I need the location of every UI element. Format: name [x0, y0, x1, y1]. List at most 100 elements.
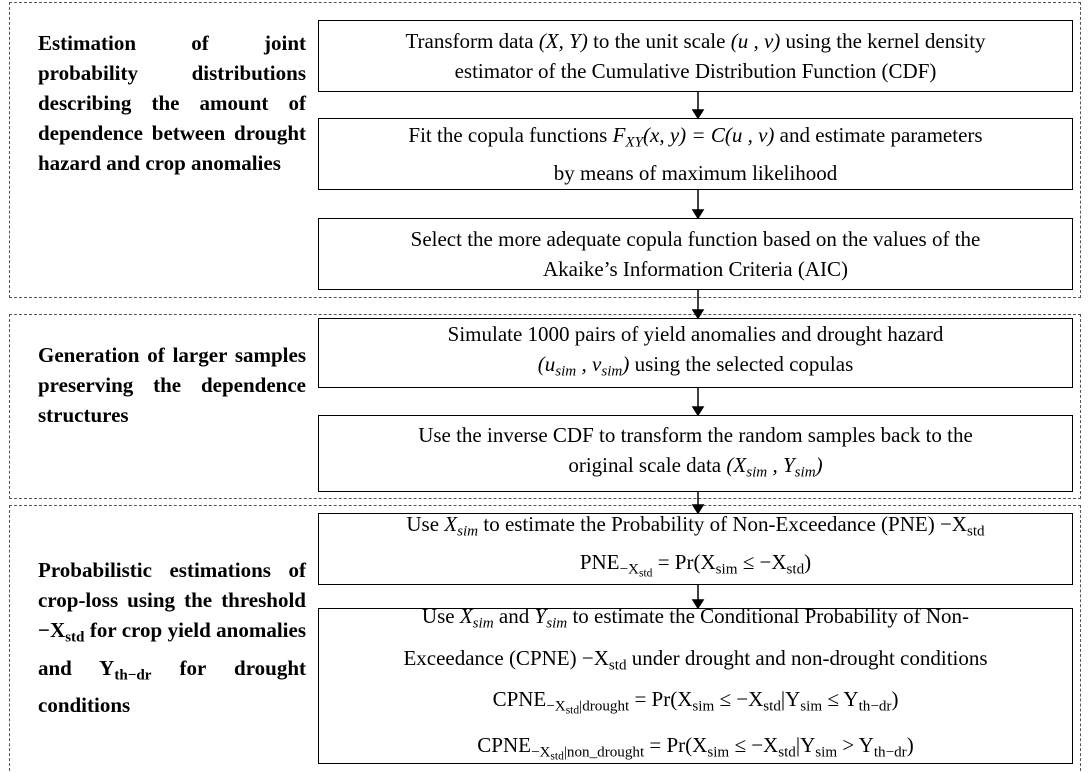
text-run: )	[804, 550, 812, 575]
text-run: std	[65, 629, 85, 646]
step-line: PNE−Xstd = Pr(Xsim ≤ −Xstd)	[580, 547, 811, 589]
text-run: th−dr	[858, 698, 892, 715]
text-run: )	[906, 732, 914, 757]
text-run: sim	[457, 524, 479, 541]
text-run: )	[891, 687, 899, 712]
text-run: )	[622, 352, 630, 377]
step-box: Transform data (X, Y) to the unit scale …	[318, 20, 1073, 92]
text-run: and estimate parameters	[774, 123, 983, 148]
step-box: Use Xsim and Ysim to estimate the Condit…	[318, 604, 1073, 764]
text-run: ≤ −X	[737, 550, 787, 575]
text-run: std	[778, 744, 796, 761]
section-label: Probabilistic estimations of crop-loss u…	[38, 555, 306, 720]
text-run: to estimate the Conditional Probability …	[567, 603, 970, 628]
text-run: ≤ Y	[822, 687, 859, 712]
text-run: Estimation of joint probability distribu…	[38, 31, 306, 175]
section-frame	[9, 2, 1081, 298]
text-run: sim	[546, 615, 568, 632]
step-line: Select the more adequate copula function…	[411, 224, 981, 254]
text-run: Use	[406, 512, 445, 537]
text-run: −X	[530, 744, 551, 761]
text-run: for drought conditions	[38, 655, 306, 718]
text-run: |non_drought	[563, 744, 645, 761]
text-run: (x, y) = C(u , v)	[643, 123, 775, 148]
step-line: Exceedance (CPNE) −Xstd under drought an…	[403, 641, 987, 683]
text-run: (X	[726, 452, 747, 477]
text-run: ≤ −X	[714, 687, 764, 712]
text-run: (X, Y)	[538, 29, 588, 53]
arrow-head	[691, 504, 705, 515]
section-label: Estimation of joint probability distribu…	[38, 28, 306, 178]
text-run: sim	[815, 744, 838, 761]
text-run: (u , v)	[730, 29, 781, 53]
text-run: using the selected copulas	[629, 352, 854, 377]
text-run: XY	[625, 134, 644, 151]
arrow-head	[691, 309, 705, 320]
text-run: sim	[692, 698, 715, 715]
text-run: |Y	[795, 732, 816, 757]
step-line: by means of maximum likelihood	[554, 158, 837, 188]
text-run: , Y	[767, 452, 795, 477]
text-run: Select the more adequate copula function…	[410, 227, 981, 251]
step-line: Simulate 1000 pairs of yield anomalies a…	[448, 319, 944, 349]
text-run: sim	[715, 561, 738, 578]
text-run: Simulate 1000 pairs of yield anomalies a…	[447, 322, 944, 347]
text-run: PNE	[579, 550, 620, 575]
step-line: CPNE−Xstd|non_drought = Pr(Xsim ≤ −Xstd|…	[477, 728, 913, 773]
text-run: sim	[472, 615, 494, 632]
text-run: CPNE	[477, 732, 531, 757]
text-run: −X	[619, 561, 639, 578]
text-run: under drought and non-drought conditions	[626, 645, 988, 670]
arrow-head	[691, 599, 705, 610]
text-run: Transform data	[405, 29, 539, 53]
text-run: th−dr	[114, 667, 152, 684]
text-run: X	[459, 603, 473, 628]
step-line: estimator of the Cumulative Distribution…	[455, 56, 937, 86]
step-line: Use the inverse CDF to transform the ran…	[418, 420, 973, 450]
text-run: for crop yield anomalies and Y	[38, 618, 306, 680]
text-run: sim	[601, 363, 623, 380]
step-box: Fit the copula functions FXY(x, y) = C(u…	[318, 118, 1073, 190]
text-run: > Y	[837, 732, 874, 757]
text-run: |drought	[579, 698, 630, 715]
text-run: std	[763, 698, 781, 715]
step-box: Simulate 1000 pairs of yield anomalies a…	[318, 318, 1073, 388]
text-run: Probabilistic estimations of crop-loss u…	[38, 558, 306, 642]
text-run: (u	[537, 352, 556, 377]
text-run: = Pr(X	[652, 550, 716, 575]
text-run: )	[815, 452, 823, 477]
step-line: (usim , vsim) using the selected copulas	[538, 349, 854, 387]
arrow-head	[691, 209, 705, 220]
text-run: std	[638, 567, 653, 580]
text-run: std	[608, 657, 627, 674]
text-run: std	[565, 704, 580, 717]
step-line: Akaike’s Information Criteria (AIC)	[543, 254, 848, 284]
step-box: Use Xsim to estimate the Probability of …	[318, 512, 1073, 585]
text-run: , v	[576, 352, 602, 377]
text-run: |Y	[780, 687, 801, 712]
step-box: Use the inverse CDF to transform the ran…	[318, 415, 1073, 492]
step-box: Select the more adequate copula function…	[318, 218, 1073, 290]
step-line: CPNE−Xstd|drought = Pr(Xsim ≤ −Xstd|Ysim…	[493, 682, 899, 728]
step-line: Fit the copula functions FXY(x, y) = C(u…	[408, 120, 982, 158]
text-run: Y	[534, 603, 547, 628]
text-run: sim	[746, 464, 768, 481]
text-run: th−dr	[873, 744, 907, 761]
text-run: to estimate the Probability of Non-Excee…	[478, 512, 967, 537]
text-run: −X	[546, 698, 566, 715]
text-run: = Pr(X	[629, 687, 693, 712]
text-run: by means of maximum likelihood	[553, 160, 838, 185]
step-line: Transform data (X, Y) to the unit scale …	[405, 26, 985, 56]
text-run: Use the inverse CDF to transform the ran…	[418, 422, 973, 447]
text-run: std	[966, 524, 985, 541]
text-run: Akaike’s Information Criteria (AIC)	[543, 257, 848, 281]
text-run: sim	[800, 698, 823, 715]
text-run: Use	[421, 603, 460, 628]
text-run: sim	[794, 464, 816, 481]
text-run: std	[786, 561, 805, 578]
text-run: Fit the copula functions	[408, 123, 613, 148]
step-line: Use Xsim and Ysim to estimate the Condit…	[422, 599, 969, 641]
text-run: estimator of the Cumulative Distribution…	[454, 59, 937, 83]
